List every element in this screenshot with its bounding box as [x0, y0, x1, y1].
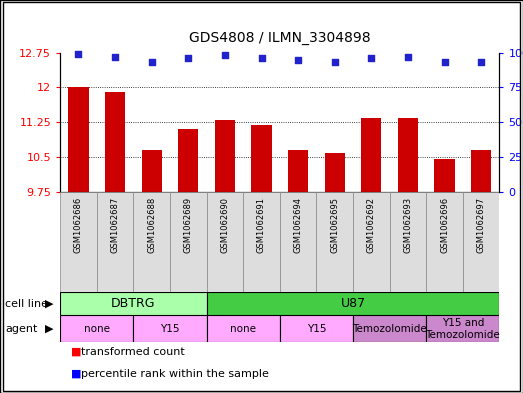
Bar	[178, 129, 198, 192]
Text: percentile rank within the sample: percentile rank within the sample	[81, 369, 269, 378]
FancyBboxPatch shape	[170, 192, 207, 292]
FancyBboxPatch shape	[353, 316, 426, 342]
Text: GSM1062694: GSM1062694	[293, 197, 303, 253]
FancyBboxPatch shape	[353, 192, 390, 292]
Text: GSM1062691: GSM1062691	[257, 197, 266, 253]
Point	[440, 59, 449, 66]
Point	[74, 51, 83, 57]
Bar	[361, 118, 381, 192]
Text: DBTRG: DBTRG	[111, 297, 156, 310]
FancyBboxPatch shape	[207, 292, 499, 316]
Bar	[142, 150, 162, 192]
FancyBboxPatch shape	[426, 316, 499, 342]
Text: GSM1062688: GSM1062688	[147, 197, 156, 253]
Bar	[471, 150, 491, 192]
Text: Temozolomide: Temozolomide	[353, 324, 427, 334]
Text: GSM1062696: GSM1062696	[440, 197, 449, 253]
Bar	[105, 92, 125, 192]
Text: GSM1062686: GSM1062686	[74, 197, 83, 253]
Text: GSM1062689: GSM1062689	[184, 197, 193, 253]
Point	[184, 55, 192, 61]
FancyBboxPatch shape	[463, 192, 499, 292]
Bar	[325, 152, 345, 192]
Text: GSM1062695: GSM1062695	[330, 197, 339, 253]
FancyBboxPatch shape	[133, 192, 170, 292]
Text: GSM1062687: GSM1062687	[110, 197, 120, 253]
Text: cell line: cell line	[5, 299, 48, 309]
Bar	[435, 160, 454, 192]
Point	[404, 53, 412, 60]
FancyBboxPatch shape	[133, 316, 207, 342]
FancyBboxPatch shape	[207, 192, 243, 292]
Text: GSM1062692: GSM1062692	[367, 197, 376, 253]
Point	[367, 55, 376, 61]
FancyBboxPatch shape	[60, 292, 207, 316]
Bar	[69, 87, 88, 192]
Text: Y15 and
Temozolomide: Y15 and Temozolomide	[426, 318, 500, 340]
FancyBboxPatch shape	[280, 316, 353, 342]
Text: Y15: Y15	[306, 324, 326, 334]
Text: Y15: Y15	[160, 324, 180, 334]
FancyBboxPatch shape	[60, 316, 133, 342]
FancyBboxPatch shape	[316, 192, 353, 292]
Bar	[288, 150, 308, 192]
Text: GSM1062693: GSM1062693	[403, 197, 413, 253]
Text: GSM1062690: GSM1062690	[220, 197, 230, 253]
FancyBboxPatch shape	[207, 316, 280, 342]
Bar	[398, 118, 418, 192]
Point	[331, 59, 339, 66]
FancyBboxPatch shape	[426, 192, 463, 292]
Point	[111, 53, 119, 60]
Point	[257, 55, 266, 61]
Text: none: none	[84, 324, 110, 334]
Text: ▶: ▶	[46, 324, 54, 334]
FancyBboxPatch shape	[280, 192, 316, 292]
Text: ▶: ▶	[46, 299, 54, 309]
Text: ■: ■	[71, 369, 81, 378]
FancyBboxPatch shape	[243, 192, 280, 292]
Text: agent: agent	[5, 324, 38, 334]
FancyBboxPatch shape	[97, 192, 133, 292]
Point	[147, 59, 156, 66]
Bar	[252, 125, 271, 192]
Text: transformed count: transformed count	[81, 347, 185, 357]
FancyBboxPatch shape	[390, 192, 426, 292]
Text: U87: U87	[340, 297, 366, 310]
Text: none: none	[230, 324, 256, 334]
Text: ■: ■	[71, 347, 81, 357]
Point	[221, 52, 229, 59]
Text: GSM1062697: GSM1062697	[476, 197, 486, 253]
Point	[477, 59, 485, 66]
Text: GDS4808 / ILMN_3304898: GDS4808 / ILMN_3304898	[189, 31, 371, 46]
FancyBboxPatch shape	[60, 192, 97, 292]
Bar	[215, 120, 235, 192]
Point	[294, 56, 302, 62]
